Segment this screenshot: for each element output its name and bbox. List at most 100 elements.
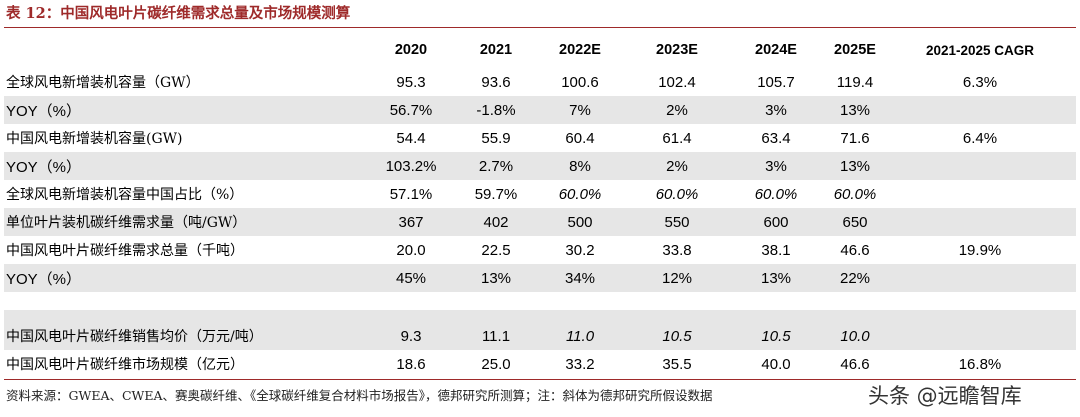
cell-value: -1.8% [460, 96, 532, 124]
cell-value: 8% [532, 152, 628, 180]
cell-value-estimate: 60.0% [655, 185, 699, 203]
cell-value: 12% [628, 264, 726, 292]
cell-value: 3% [726, 152, 826, 180]
cell-value: 34% [532, 264, 628, 292]
row-label: 中国风电叶片碳纤维需求总量（千吨） [6, 243, 244, 259]
cell-value: 100.6 [561, 73, 599, 91]
table-row: 单位叶片装机碳纤维需求量（吨/GW） 367 402 500 550 600 6… [4, 208, 1076, 236]
cell-value: 46.6 [840, 355, 870, 373]
row-label: 中国风电叶片碳纤维市场规模（亿元） [6, 357, 244, 373]
cell-value: 7% [532, 96, 628, 124]
header-cell-2021: 2021 [460, 32, 532, 68]
cell-cagr [884, 322, 1076, 350]
header-row: 2020 2021 2022E 2023E 2024E 2025E 2021-2… [4, 32, 1076, 68]
cell-value: 367 [362, 208, 460, 236]
cell-value: 56.7% [362, 96, 460, 124]
spacer-row [4, 292, 1076, 310]
cell-value: 103.2% [362, 152, 460, 180]
cell-value: 2% [628, 152, 726, 180]
table-row: YOY（%） 103.2% 2.7% 8% 2% 3% 13% [4, 152, 1076, 180]
cell-value-estimate: 60.0% [558, 185, 602, 203]
cell-cagr [884, 208, 1076, 236]
cell-value-estimate: 60.0% [754, 185, 798, 203]
cell-value: 9.3 [362, 322, 460, 350]
row-label: 中国风电叶片碳纤维销售均价（万元/吨） [4, 322, 362, 350]
cell-value: 95.3 [396, 73, 426, 91]
cell-value: 2.7% [460, 152, 532, 180]
cell-value-estimate: 10.0 [826, 322, 884, 350]
cell-value: 61.4 [662, 129, 692, 147]
cell-cagr: 6.3% [962, 73, 998, 91]
cell-value: 13% [826, 152, 884, 180]
cell-value: 402 [460, 208, 532, 236]
cell-value: 2% [628, 96, 726, 124]
cell-cagr [884, 180, 1076, 208]
cell-value: 22.5 [481, 241, 511, 259]
cell-value: 13% [460, 264, 532, 292]
cell-value: 71.6 [840, 129, 870, 147]
cell-cagr: 6.4% [962, 129, 998, 147]
table-row: 中国风电新增装机容量(GW) 54.4 55.9 60.4 61.4 63.4 … [4, 124, 1076, 152]
cell-value-estimate: 10.5 [726, 322, 826, 350]
cell-value: 18.6 [396, 355, 426, 373]
cell-value: 550 [628, 208, 726, 236]
cell-cagr [884, 152, 1076, 180]
table-title: 表 12：中国风电叶片碳纤维需求总量及市场规模测算 [6, 5, 351, 22]
cell-value: 93.6 [481, 73, 511, 91]
cell-value: 33.8 [662, 241, 692, 259]
header-cell-cagr: 2021-2025 CAGR [884, 32, 1076, 68]
header-cell-label [4, 32, 362, 68]
row-label: YOY（%） [4, 152, 362, 180]
table-row: 中国风电叶片碳纤维市场规模（亿元） 18.6 25.0 33.2 35.5 40… [4, 350, 1076, 378]
table-row: 中国风电叶片碳纤维需求总量（千吨） 20.0 22.5 30.2 33.8 38… [4, 236, 1076, 264]
cell-value: 22% [826, 264, 884, 292]
table-row: YOY（%） 45% 13% 34% 12% 13% 22% [4, 264, 1076, 292]
watermark: 头条 @远瞻智库 [868, 384, 1022, 408]
spacer-row-shaded [4, 310, 1076, 322]
cell-value: 119.4 [836, 73, 874, 91]
source-note: 资料来源：GWEA、CWEA、赛奥碳纤维、《全球碳纤维复合材料市场报告》，德邦研… [6, 388, 713, 403]
cell-value: 25.0 [481, 355, 511, 373]
table-row: 全球风电新增装机容量中国占比（%） 57.1% 59.7% 60.0% 60.0… [4, 180, 1076, 208]
row-label: YOY（%） [4, 96, 362, 124]
data-table: 2020 2021 2022E 2023E 2024E 2025E 2021-2… [4, 32, 1076, 378]
row-label: 全球风电新增装机容量中国占比（%） [6, 187, 244, 203]
cell-value: 20.0 [396, 241, 426, 259]
cell-value: 105.7 [757, 73, 795, 91]
cell-value: 45% [362, 264, 460, 292]
cell-cagr [884, 96, 1076, 124]
cell-value: 55.9 [481, 129, 511, 147]
cell-value: 600 [726, 208, 826, 236]
header-cell-2020: 2020 [362, 32, 460, 68]
table-row: YOY（%） 56.7% -1.8% 7% 2% 3% 13% [4, 96, 1076, 124]
row-label: YOY（%） [4, 264, 362, 292]
cell-value: 13% [726, 264, 826, 292]
cell-cagr: 16.8% [958, 355, 1002, 373]
cell-value: 54.4 [396, 129, 426, 147]
cell-value: 60.4 [565, 129, 595, 147]
title-divider [4, 27, 1076, 28]
table-row: 中国风电叶片碳纤维销售均价（万元/吨） 9.3 11.1 11.0 10.5 1… [4, 322, 1076, 350]
table-row: 全球风电新增装机容量（GW） 95.3 93.6 100.6 102.4 105… [4, 68, 1076, 96]
cell-value-estimate: 10.5 [628, 322, 726, 350]
row-label: 全球风电新增装机容量（GW） [6, 75, 200, 91]
cell-cagr: 19.9% [958, 241, 1002, 259]
cell-value: 30.2 [565, 241, 595, 259]
cell-value: 3% [726, 96, 826, 124]
row-label: 单位叶片装机碳纤维需求量（吨/GW） [4, 208, 362, 236]
row-label: 中国风电新增装机容量(GW) [6, 131, 183, 147]
cell-value: 57.1% [389, 185, 433, 203]
header-cell-2024e: 2024E [726, 32, 826, 68]
cell-cagr [884, 264, 1076, 292]
cell-value-estimate: 11.0 [532, 322, 628, 350]
cell-value: 40.0 [761, 355, 791, 373]
bottom-divider [4, 379, 1076, 380]
header-cell-2023e: 2023E [628, 32, 726, 68]
cell-value: 102.4 [658, 73, 696, 91]
cell-value: 11.1 [460, 322, 532, 350]
cell-value-estimate: 60.0% [833, 185, 877, 203]
cell-value: 63.4 [761, 129, 791, 147]
cell-value: 35.5 [662, 355, 692, 373]
cell-value: 33.2 [565, 355, 595, 373]
cell-value: 13% [826, 96, 884, 124]
